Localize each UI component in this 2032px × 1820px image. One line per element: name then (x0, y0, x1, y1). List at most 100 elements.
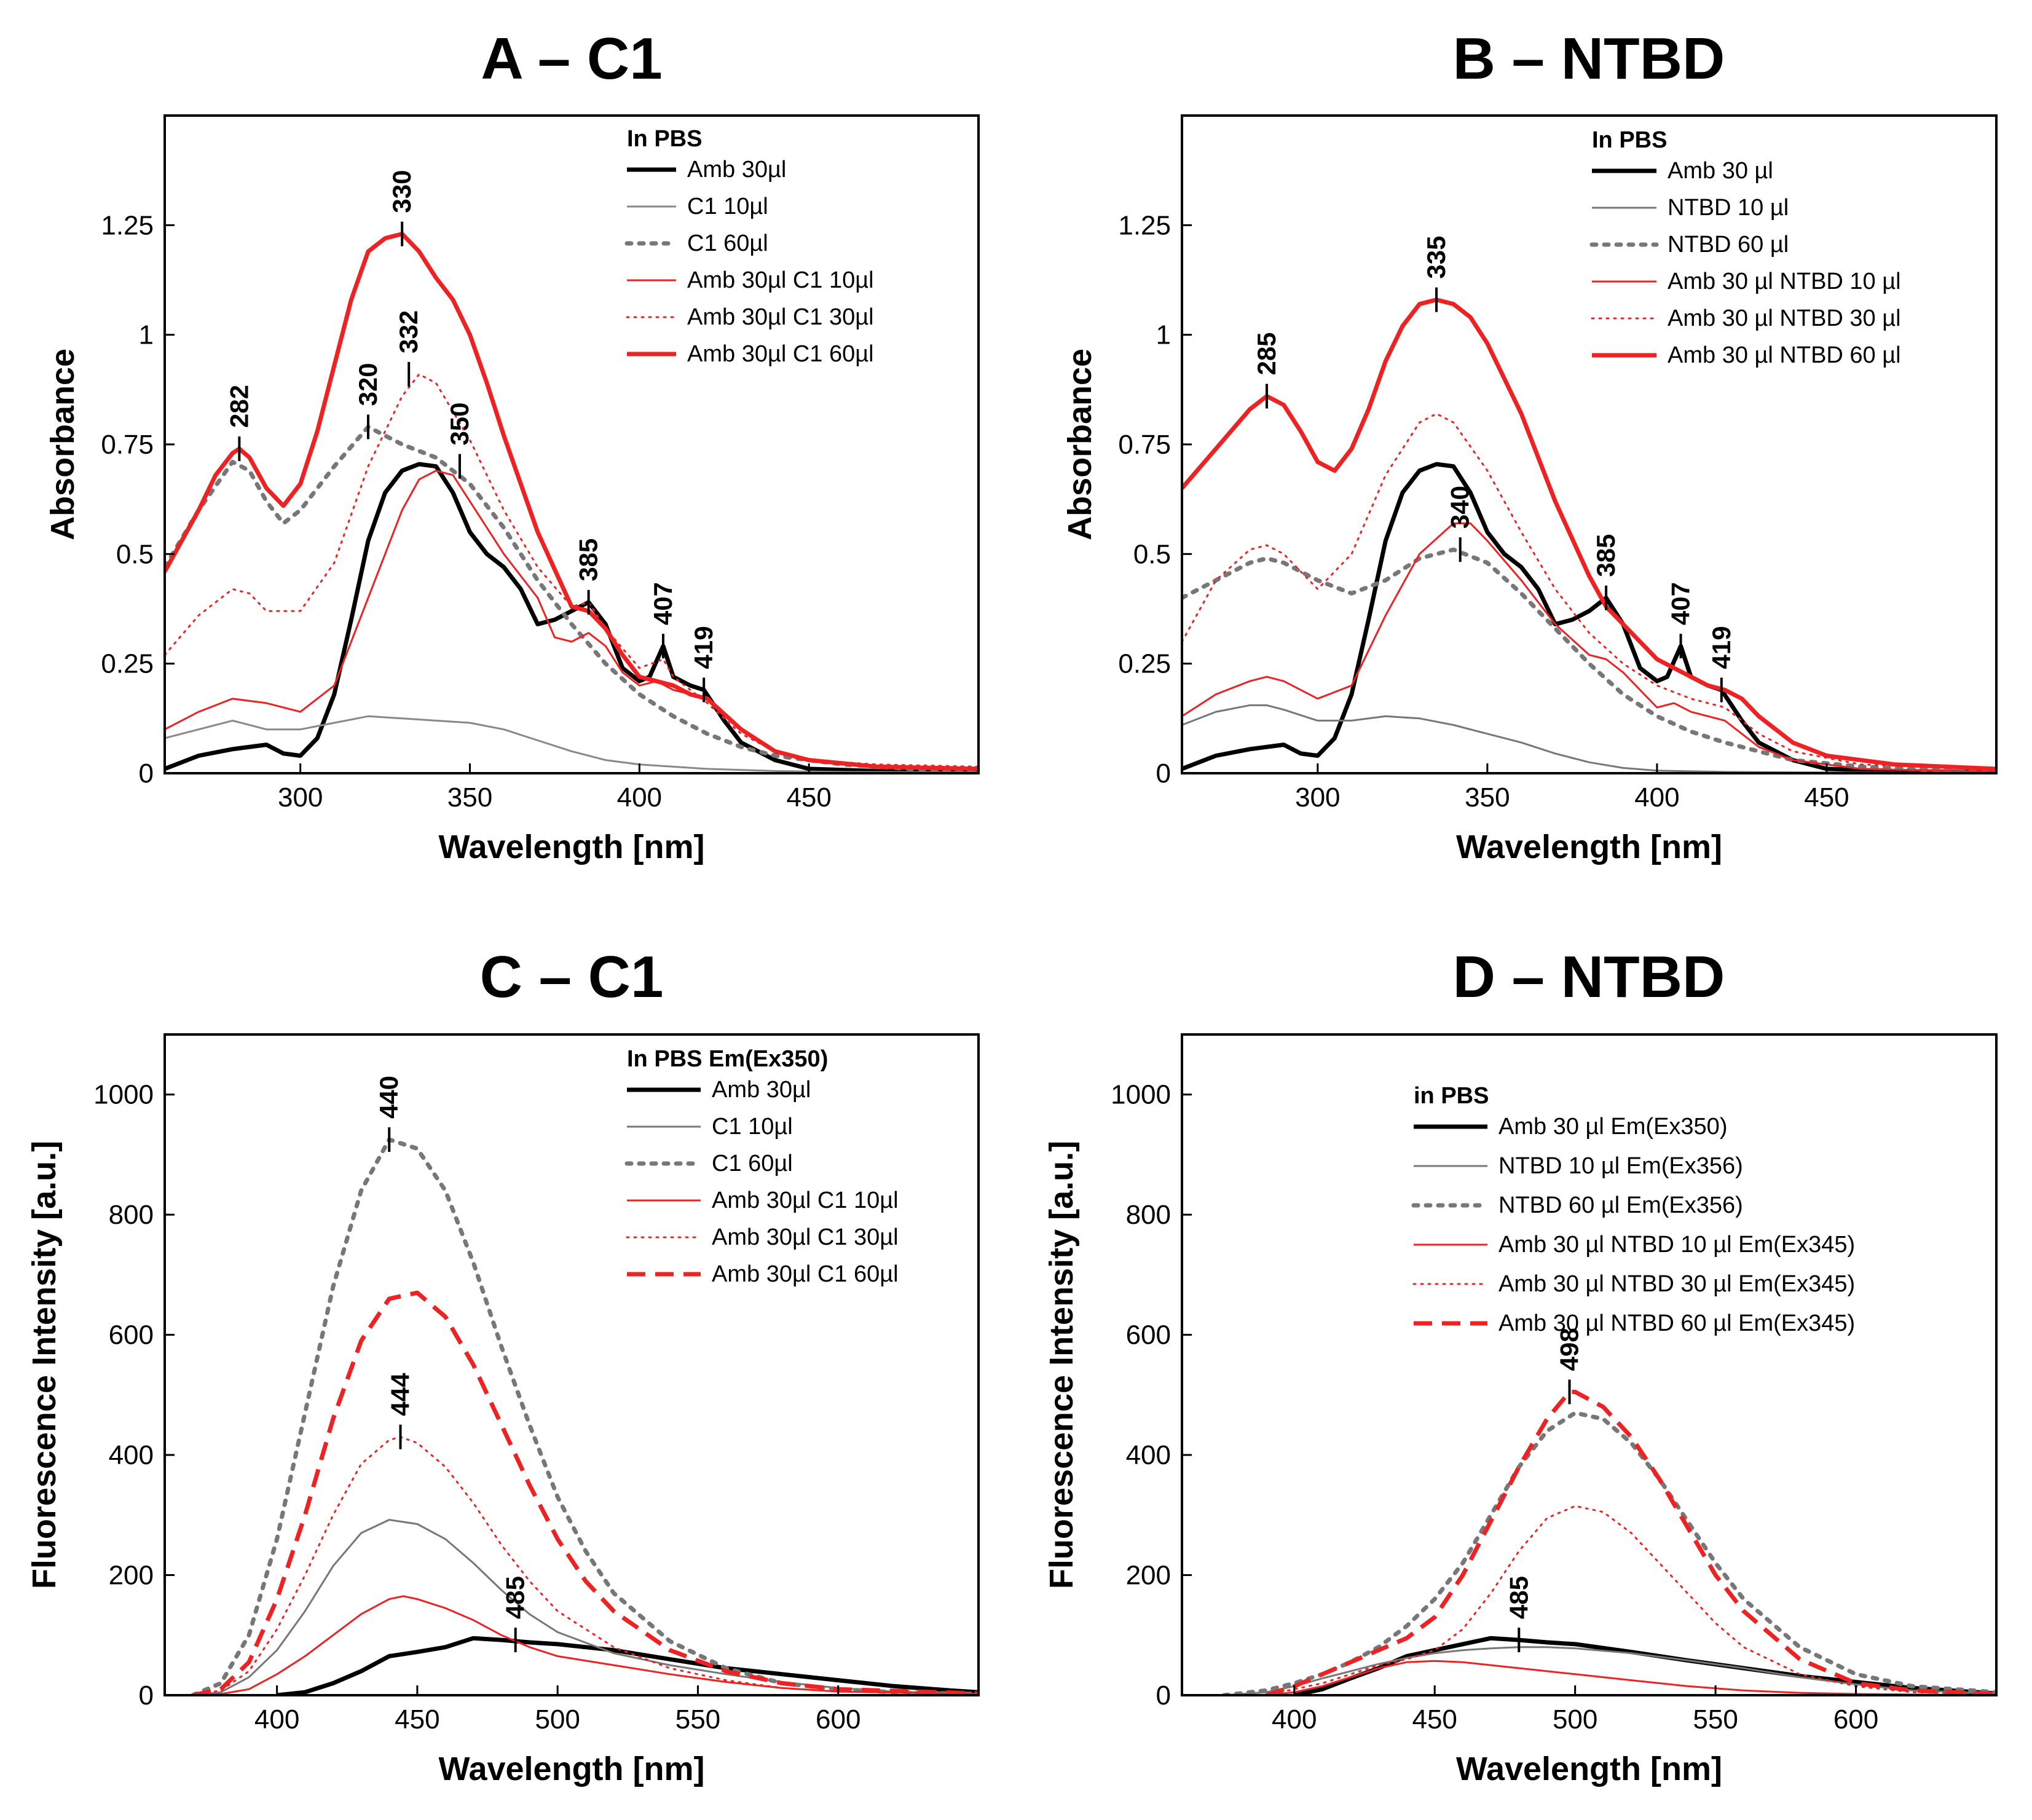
panel-a-series-group (165, 232, 979, 773)
panel-b-x-tick-label: 300 (1295, 782, 1340, 813)
panel-b-peak-label: 419 (1707, 626, 1736, 669)
panel-c-legend-label: C1 10µl (712, 1114, 793, 1140)
panel-d-plot-frame (1181, 1033, 1998, 1696)
panel-c-legend: In PBS Em(Ex350) Amb 30µl C1 10µl C1 60µl Am… (624, 1046, 899, 1287)
panel-b-y-tick-label: 0 (1156, 758, 1171, 789)
panel-d-legend-label: Amb 30 µl NTBD 60 µl Em(Ex345) (1498, 1310, 1855, 1336)
panel-a-series-line-4 (165, 373, 979, 768)
panel-a-y-tick-label: 0.75 (101, 430, 154, 460)
panel-a-legend-label: Amb 30µl C1 10µl (687, 267, 874, 293)
panel-b-legend-label: Amb 30 µl NTBD 10 µl (1668, 269, 1901, 294)
panel-a-series-line-2 (165, 425, 979, 773)
panel-d: D – NTBD 400 450 500 550 600 0 200 400 600 800 1000… (1043, 944, 1998, 1787)
panel-d-x-tick-label: 450 (1412, 1704, 1457, 1735)
panel-c-legend-label: Amb 30µl C1 60µl (712, 1261, 899, 1287)
panel-c-y-tick-label: 0 (139, 1680, 154, 1711)
panel-a-y-tick-label: 0.5 (116, 539, 154, 569)
panel-c-y-tick-label: 400 (109, 1440, 154, 1470)
panel-c-series-group (191, 1137, 979, 1695)
panel-d-legend-label: Amb 30 µl Em(Ex350) (1498, 1114, 1727, 1140)
panel-b-x-tick-label: 450 (1804, 782, 1849, 813)
panel-a-series-line-5 (165, 232, 979, 771)
panel-a-peak-label: 350 (445, 403, 474, 446)
panel-d-x-tick-label: 600 (1833, 1704, 1878, 1735)
panel-a-x-tick-label: 400 (617, 782, 662, 813)
panel-b-legend-label: Amb 30 µl NTBD 30 µl (1668, 305, 1901, 331)
panel-c-x-tick-label: 500 (535, 1704, 580, 1735)
panel-c-series-line-3 (192, 1595, 979, 1695)
panel-c-series-line-5 (192, 1290, 979, 1695)
panel-d-peak-label: 498 (1555, 1328, 1584, 1371)
panel-b-y-tick-label: 0.75 (1118, 430, 1171, 460)
panel-d-y-tick-label: 600 (1126, 1320, 1171, 1350)
panel-c-legend-label: Amb 30µl C1 30µl (712, 1224, 899, 1250)
panel-b-legend-label: Amb 30 µl (1668, 158, 1773, 184)
panel-a: A – C1 300 350 400 450 0 0.25 0.5 0.75 1 1.25 Wavel… (44, 26, 980, 865)
panel-c-y-tick-label: 200 (109, 1561, 154, 1591)
panel-c-legend-label: Amb 30µl (712, 1077, 811, 1103)
panel-b: B – NTBD 300 350 400 450 0 0.25 0.5 0.75 1 1.25 Wav… (1061, 26, 1998, 865)
panel-a-legend-label: C1 60µl (687, 230, 768, 256)
panel-a-y-tick-label: 0.25 (101, 649, 154, 679)
panel-b-peak-label: 335 (1422, 236, 1451, 279)
panel-c-x-tick-label: 450 (395, 1704, 439, 1735)
panel-a-x-tick-label: 350 (447, 782, 492, 813)
panel-d-series-group (1222, 1390, 1996, 1695)
panel-b-x-axis-title: Wavelength [nm] (1456, 829, 1722, 865)
panel-d-legend-label: Amb 30 µl NTBD 10 µl Em(Ex345) (1498, 1232, 1855, 1258)
panel-a-peak-label: 407 (648, 582, 677, 625)
panel-b-x-tick-label: 400 (1634, 782, 1679, 813)
panel-d-x-tick-label: 550 (1693, 1704, 1738, 1735)
panel-c-y-tick-label: 1000 (93, 1080, 154, 1110)
panel-c-series-line-4 (192, 1436, 979, 1695)
panel-a-peak-label: 385 (574, 538, 603, 581)
panel-a-legend: In PBS Amb 30µl C1 10µl C1 60µl Amb 30µl C1 … (624, 126, 874, 367)
panel-d-y-tick-label: 0 (1156, 1680, 1171, 1711)
panel-d-x-tick-label: 400 (1272, 1704, 1317, 1735)
panel-c-legend-title: In PBS Em(Ex350) (627, 1046, 828, 1072)
panel-d-series-line-1 (1224, 1646, 1996, 1695)
panel-c-x-tick-label: 550 (675, 1704, 720, 1735)
panel-a-peak-label: 282 (224, 385, 253, 428)
panel-b-y-tick-label: 1.25 (1118, 210, 1171, 240)
panel-c-peak-label: 485 (501, 1576, 530, 1619)
panel-c-series-line-2 (191, 1137, 979, 1695)
panel-a-peak-label: 332 (394, 310, 423, 353)
panel-a-x-tick-label: 450 (786, 782, 831, 813)
panel-a-peak-label: 320 (353, 363, 382, 406)
panel-d-legend-label: Amb 30 µl NTBD 30 µl Em(Ex345) (1498, 1271, 1855, 1297)
panel-d-y-tick-label: 1000 (1111, 1080, 1171, 1110)
panel-c-x-tick-label: 400 (254, 1704, 299, 1735)
panel-d-series-line-3 (1266, 1660, 1996, 1695)
panel-b-peak-label: 385 (1591, 534, 1620, 577)
panel-c-x-axis-title: Wavelength [nm] (438, 1751, 704, 1787)
panel-b-legend-label: Amb 30 µl NTBD 60 µl (1668, 342, 1901, 368)
panel-c-legend-label: C1 60µl (712, 1151, 793, 1176)
panel-b-peak-label: 407 (1666, 582, 1695, 625)
panel-c-series-line-0 (277, 1636, 979, 1695)
panel-b-series-line-4 (1182, 412, 1996, 770)
panel-a-x-tick-label: 300 (278, 782, 323, 813)
panel-b-y-tick-label: 0.5 (1133, 539, 1171, 569)
panel-a-legend-label: Amb 30µl C1 60µl (687, 341, 874, 367)
panel-a-peak-label: 330 (387, 170, 416, 213)
panel-b-y-tick-label: 1 (1156, 320, 1171, 350)
panel-d-legend: in PBS Amb 30 µl Em(Ex350) NTBD 10 µl Em(E… (1411, 1083, 1855, 1336)
panel-a-legend-title: In PBS (627, 126, 702, 152)
panel-b-y-tick-label: 0.25 (1118, 649, 1171, 679)
panel-d-y-tick-label: 800 (1126, 1200, 1171, 1230)
panel-d-y-tick-label: 200 (1126, 1561, 1171, 1591)
panel-c-y-axis-title: Fluorescence Intensity [a.u.] (26, 1141, 63, 1589)
panel-c-peak-label: 444 (386, 1373, 415, 1416)
panel-a-series-line-1 (165, 715, 979, 773)
panel-c: C – C1 400 450 500 550 600 0 200 400 600 800 1000 Wa… (26, 944, 980, 1787)
panel-b-peak-label: 340 (1446, 486, 1475, 529)
panel-a-legend-label: Amb 30µl C1 30µl (687, 304, 874, 330)
panel-c-plot-frame (163, 1033, 980, 1696)
panel-d-legend-label: NTBD 10 µl Em(Ex356) (1498, 1153, 1743, 1179)
panel-c-legend-label: Amb 30µl C1 10µl (712, 1188, 899, 1213)
panel-b-y-axis-title: Absorbance (1061, 349, 1098, 540)
panel-c-peak-label: 440 (374, 1076, 403, 1119)
panel-a-y-tick-label: 0 (139, 758, 154, 789)
